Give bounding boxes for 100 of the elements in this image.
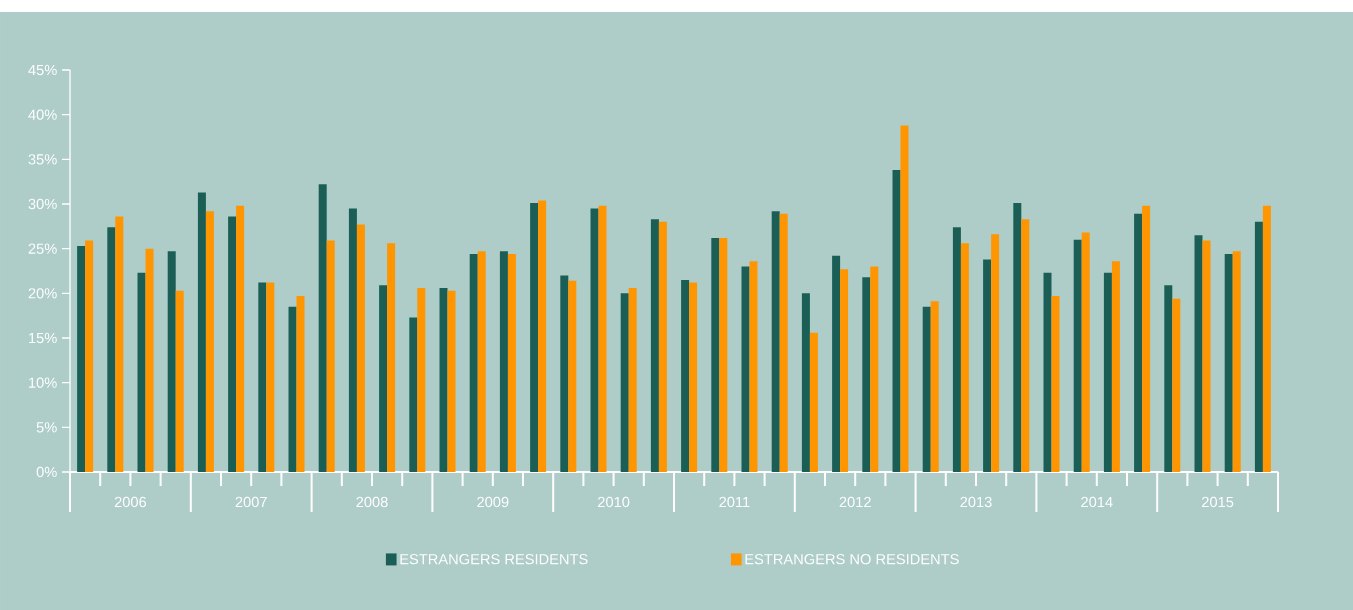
text: 2009: [477, 496, 509, 508]
bar: [499, 251, 508, 472]
y-tick-label: 15%: [29, 332, 57, 344]
bar: [991, 234, 1000, 472]
text: 2007: [235, 496, 267, 508]
bar: [409, 317, 418, 472]
bar: [107, 227, 116, 472]
bar: [771, 211, 780, 472]
text: 2012: [839, 496, 871, 508]
y-tick-label: 25%: [28, 243, 57, 254]
text: 2006: [114, 496, 147, 508]
bar: [379, 285, 388, 472]
bar: [258, 282, 267, 472]
bar: [590, 208, 599, 472]
bar: [960, 243, 969, 472]
y-tick-label: 30%: [28, 198, 57, 210]
bar: [870, 266, 879, 472]
bar: [115, 216, 124, 472]
bar: [681, 279, 690, 472]
bar: [560, 275, 569, 472]
bar: [983, 259, 992, 472]
bar: [840, 269, 849, 472]
bar: [779, 213, 788, 472]
bar: [197, 192, 206, 472]
y-tick-label: 45%: [28, 64, 57, 76]
bar: [167, 251, 176, 472]
bar: [318, 184, 327, 472]
bar: [228, 216, 237, 472]
bar: [530, 203, 539, 472]
bar: [507, 254, 516, 472]
y-tick-label: 5%: [36, 422, 57, 433]
bar: [628, 287, 637, 472]
bar: [568, 280, 577, 472]
bar: [620, 293, 629, 472]
text: 2013: [960, 496, 992, 508]
bar: [145, 248, 154, 472]
bar: [1232, 251, 1241, 472]
bar: [1172, 298, 1181, 472]
text: 2008: [356, 496, 388, 508]
bar: [288, 306, 297, 472]
text: 2011: [719, 496, 750, 508]
bar: [1262, 205, 1271, 472]
bar: [1111, 261, 1120, 472]
y-tick-label: 35%: [28, 154, 57, 165]
legend-label: ESTRANGERS NO RESIDENTS: [745, 553, 959, 565]
bar: [930, 301, 939, 472]
bar: [900, 125, 909, 472]
bar: [77, 245, 86, 472]
bar: [356, 224, 365, 472]
bar: [538, 200, 547, 472]
bar: [1194, 235, 1203, 472]
bar: [469, 254, 478, 472]
bar: [137, 272, 146, 472]
bar: [749, 261, 758, 472]
bar: [1142, 205, 1151, 472]
y-tick-label: 40%: [28, 109, 57, 120]
bar: [719, 237, 728, 472]
bar: [477, 251, 486, 472]
bar: [439, 287, 448, 472]
bar: [387, 243, 396, 472]
bar: [1254, 221, 1263, 472]
bar: [711, 237, 720, 472]
bar: [1164, 285, 1173, 472]
bar: [1021, 219, 1030, 472]
text: 2014: [1081, 496, 1113, 508]
bar: [175, 290, 184, 472]
y-tick-label: 0%: [36, 466, 57, 478]
bar: [741, 266, 750, 472]
bar: [922, 306, 931, 472]
bar: [85, 240, 94, 472]
bar: [650, 219, 659, 472]
bar: [862, 277, 871, 472]
bar: [1134, 213, 1143, 472]
text: 2010: [598, 496, 630, 508]
bar: [1103, 272, 1112, 472]
bar: [832, 255, 841, 472]
bar: [1043, 272, 1052, 472]
text: 2015: [1202, 496, 1234, 508]
bar: [1013, 203, 1022, 472]
legend-label: ESTRANGERS RESIDENTS: [400, 553, 588, 565]
bar: [892, 170, 901, 472]
bar: [658, 221, 667, 472]
bar: [1081, 232, 1090, 472]
bar: [1073, 239, 1082, 472]
bar: [266, 282, 275, 472]
bar: [598, 205, 607, 472]
bar: [205, 211, 214, 472]
bar: [296, 296, 305, 472]
y-tick-label: 20%: [28, 288, 57, 299]
bar: [1224, 254, 1233, 472]
bar: [801, 293, 810, 472]
y-tick-label: 10%: [29, 377, 57, 388]
bar: [236, 205, 245, 472]
bar: [1051, 296, 1060, 472]
bar: [417, 287, 426, 472]
bar: [447, 290, 456, 472]
bar: [348, 208, 357, 472]
bar: [952, 227, 961, 472]
bar: [326, 240, 335, 472]
bar: [689, 282, 698, 472]
